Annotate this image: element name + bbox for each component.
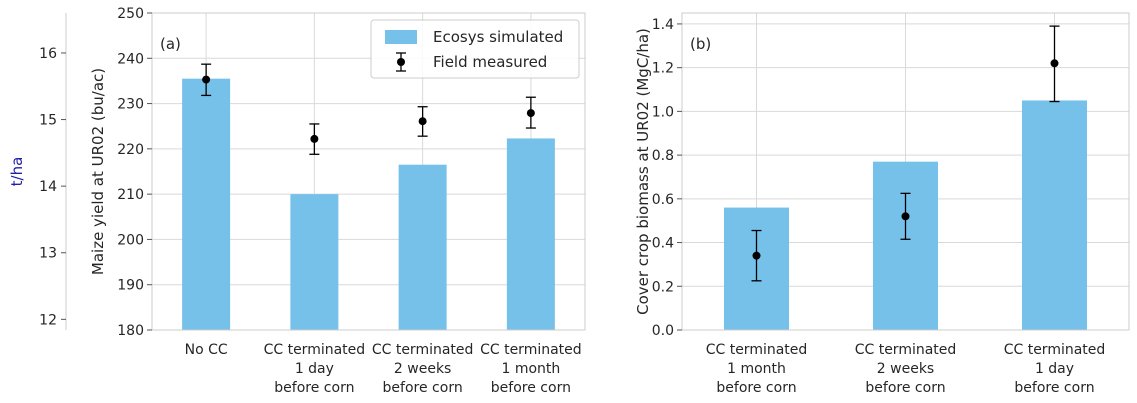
secondary-y-tick-label: 13 xyxy=(39,246,57,262)
y-tick-label: 250 xyxy=(117,6,144,22)
y-tick-label: 200 xyxy=(117,232,144,248)
y-tick-label: 0.4 xyxy=(652,236,674,252)
panel-a-chart: 180 190 200 210 220 230 240 250 No CC CC terminat… xyxy=(89,6,586,396)
x-tick-label-line: CC terminated xyxy=(372,342,474,358)
y-tick-label: 210 xyxy=(117,187,144,203)
x-tick-label: CC terminated 1 day before corn xyxy=(264,342,366,396)
bar xyxy=(506,138,555,330)
panel-label: (a) xyxy=(160,35,181,53)
x-tick-label-line: CC terminated xyxy=(1004,342,1106,358)
x-tick-label-line: before corn xyxy=(1014,380,1094,396)
y-tick-label: 0.8 xyxy=(652,148,674,164)
secondary-y-tick-label: 12 xyxy=(39,312,57,328)
y-tick-label: 190 xyxy=(117,278,144,294)
measured-point xyxy=(418,117,427,126)
secondary-axis-tha: 12 13 14 15 16 t/ha xyxy=(8,13,67,330)
x-tick-label: No CC xyxy=(185,342,228,358)
y-tick-label: 230 xyxy=(117,97,144,113)
x-tick-label-line: before corn xyxy=(383,380,463,396)
legend-box xyxy=(370,19,580,79)
x-tick-label-line: 2 weeks xyxy=(877,361,934,377)
x-tick-label-line: CC terminated xyxy=(264,342,366,358)
secondary-y-tick-label: 15 xyxy=(39,113,57,129)
x-tick-label-line: 2 weeks xyxy=(394,361,451,377)
bar xyxy=(290,194,339,330)
secondary-y-tick-label: 14 xyxy=(39,179,57,195)
x-tick-label-line: CC terminated xyxy=(480,342,582,358)
x-tick-label: CC terminated 1 day before corn xyxy=(1004,342,1106,396)
y-tick-label: 0.6 xyxy=(652,192,674,208)
panel-label: (b) xyxy=(690,35,711,53)
legend-label: Ecosys simulated xyxy=(433,28,563,46)
y-tick-label: 1.2 xyxy=(652,61,674,77)
measured-point xyxy=(1050,59,1059,68)
measured-point xyxy=(526,109,535,118)
y-tick-label: 220 xyxy=(117,142,144,158)
x-tick-label: CC terminated 2 weeks before corn xyxy=(855,342,957,396)
bar xyxy=(398,164,447,330)
y-tick-label: 180 xyxy=(117,323,144,339)
bar xyxy=(873,161,938,330)
legend-swatch-bar xyxy=(385,30,417,44)
y-tick-label: 0.0 xyxy=(652,323,674,339)
measured-point xyxy=(202,75,211,84)
plot-frame xyxy=(151,12,586,331)
legend-label: Field measured xyxy=(433,53,547,71)
bar xyxy=(1022,100,1087,330)
x-tick-label-line: 1 day xyxy=(1035,361,1074,377)
secondary-y-tick-label: 16 xyxy=(39,46,57,62)
y-axis-label: Cover crop biomass at UR02 (MgC/ha) xyxy=(634,28,652,315)
x-tick-label-line: No CC xyxy=(185,342,228,358)
y-tick-label: 1.4 xyxy=(652,17,674,33)
y-tick-label: 1.0 xyxy=(652,104,674,120)
secondary-axis-label: t/ha xyxy=(8,157,26,187)
x-tick-label: CC terminated 2 weeks before corn xyxy=(372,342,474,396)
x-tick-label: CC terminated 1 month before corn xyxy=(480,342,582,396)
measured-point xyxy=(310,134,319,143)
x-tick-label: CC terminated 1 month before corn xyxy=(706,342,808,396)
x-tick-label-line: CC terminated xyxy=(706,342,808,358)
legend-swatch-point xyxy=(397,58,405,66)
x-tick-label-line: 1 month xyxy=(501,361,560,377)
x-tick-label-line: 1 day xyxy=(295,361,334,377)
y-tick-label: 0.2 xyxy=(652,279,674,295)
x-tick-label-line: before corn xyxy=(274,380,354,396)
bar xyxy=(182,78,231,331)
x-tick-label-line: before corn xyxy=(716,380,796,396)
y-tick-label: 240 xyxy=(117,51,144,67)
x-tick-label-line: 1 month xyxy=(727,361,786,377)
plot-frame xyxy=(681,12,1130,331)
y-axis-label: Maize yield at UR02 (bu/ac) xyxy=(89,68,107,275)
x-tick-label-line: before corn xyxy=(865,380,945,396)
x-tick-label-line: before corn xyxy=(491,380,571,396)
panel-b-chart: 0.0 0.2 0.4 0.6 0.8 1.0 1.2 1.4 CC terminated 1 m… xyxy=(634,12,1130,396)
measured-point xyxy=(752,251,761,260)
measured-point xyxy=(901,212,910,221)
x-tick-label-line: CC terminated xyxy=(855,342,957,358)
